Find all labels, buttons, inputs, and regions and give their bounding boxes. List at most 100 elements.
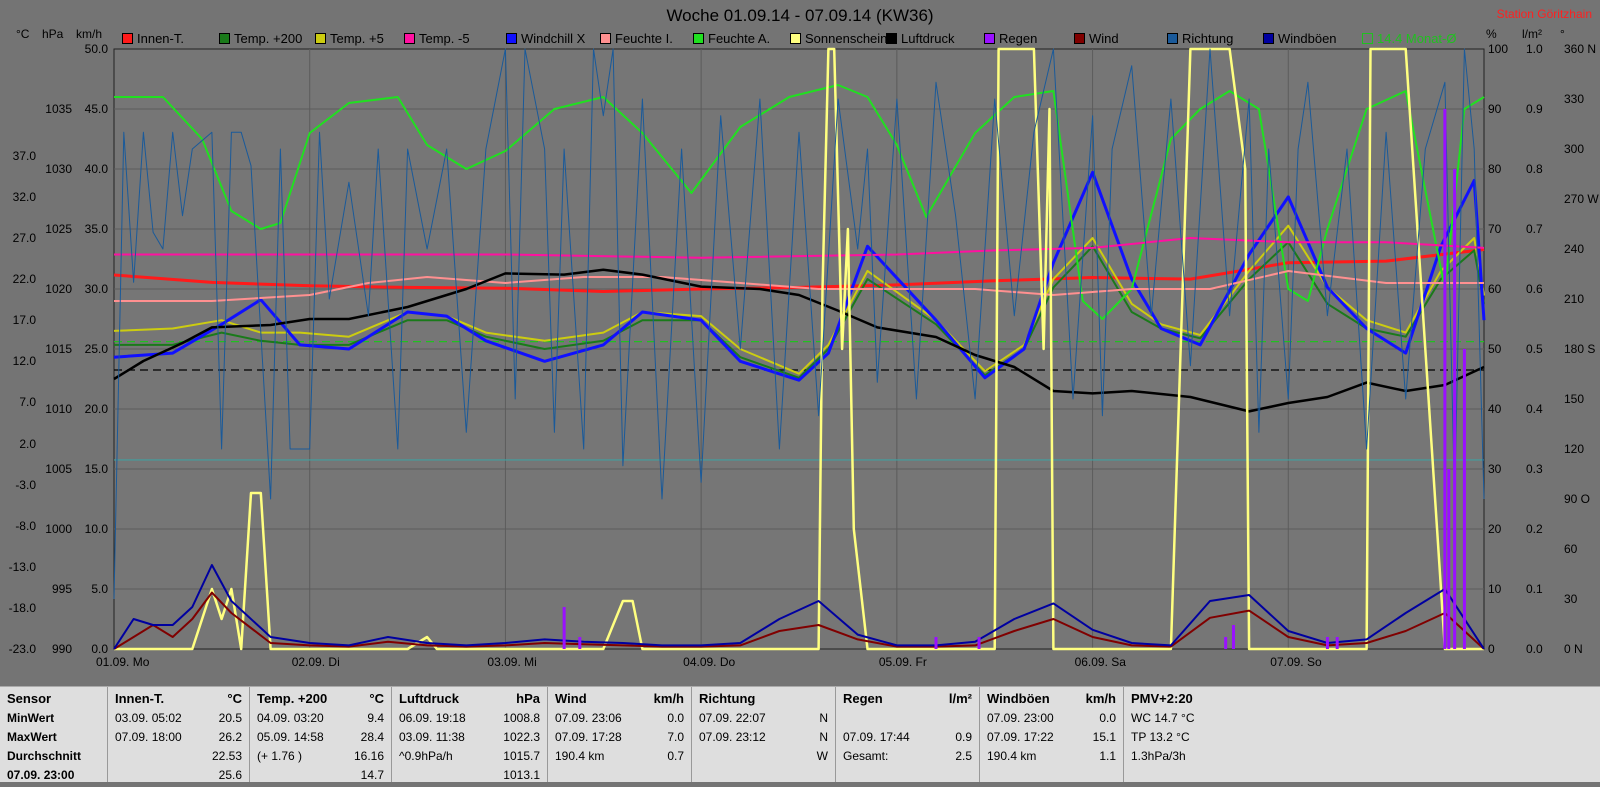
stats-table: Sensor MinWert MaxWert Durchschnitt 07.0… (0, 686, 1600, 782)
legend-label: Feuchte I. (615, 31, 673, 46)
rain-tick: 0.4 (1526, 402, 1543, 416)
percent-tick: 20 (1488, 522, 1502, 536)
series-line (113, 170, 1486, 382)
legend-item: Richtung (1167, 31, 1233, 46)
kmh-tick: 30.0 (84, 282, 108, 296)
rain-tick: 0.3 (1526, 462, 1543, 476)
stats-value: N (819, 711, 828, 725)
legend-swatch (219, 33, 230, 44)
series-line (114, 47, 1484, 651)
kmh-tick: 10.0 (84, 522, 108, 536)
kmh-tick: 5.0 (91, 582, 108, 596)
temp-tick: 7.0 (19, 395, 36, 410)
legend-label: Richtung (1182, 31, 1234, 46)
stats-header: Wind (555, 691, 587, 706)
direction-tick: 240 (1564, 242, 1585, 256)
rain-tick: 1.0 (1526, 42, 1543, 56)
reference-lines (114, 341, 1484, 461)
temp-tick: -3.0 (15, 477, 36, 492)
stats-value: W (816, 749, 828, 763)
legend-label: Temp. -5 (419, 31, 470, 46)
unit-celsius: °C (16, 27, 30, 41)
stats-cell: 190.4 km (987, 749, 1037, 763)
percent-tick: 0 (1488, 642, 1495, 656)
stats-cell: 06.09. 19:18 (399, 711, 466, 725)
temp-tick: 2.0 (19, 436, 36, 451)
legend-label: Windchill X (521, 31, 586, 46)
legend-swatch (1362, 33, 1373, 44)
rain-bar (934, 637, 938, 649)
series-line (113, 591, 1485, 650)
stats-col-windboeen: Windböen km/h 07.09. 23:00 0.0 07.09. 17:2… (980, 687, 1124, 782)
chart-title: Woche 01.09.14 - 07.09.14 (KW36) (666, 6, 934, 25)
legend-label: Feuchte A. (708, 31, 771, 46)
legend-swatch (1263, 33, 1274, 44)
temp-tick: -18.0 (8, 600, 36, 615)
pressure-tick: 1015 (45, 342, 72, 356)
legend-swatch (984, 33, 995, 44)
unit-percent: % (1486, 27, 1497, 41)
temp-tick: 17.0 (12, 313, 36, 328)
legend-item: Temp. -5 (404, 31, 470, 46)
row-label-current: 07.09. 23:00 (7, 768, 75, 782)
direction-tick: 360 N (1564, 42, 1597, 56)
percent-tick: 80 (1488, 162, 1502, 176)
unit-kmh: km/h (76, 27, 103, 41)
stats-unit: °C (369, 691, 384, 706)
stats-cell: TP 13.2 °C (1131, 730, 1190, 744)
percent-tick: 30 (1488, 462, 1502, 476)
pressure-tick: 995 (51, 582, 72, 596)
rain-bar (1443, 109, 1447, 649)
legend-swatch (404, 33, 415, 44)
unit-hpa: hPa (42, 27, 64, 41)
stats-unit: km/h (1085, 691, 1116, 706)
stats-value: 0.9 (955, 730, 972, 744)
legend-label: Windböen (1278, 31, 1337, 46)
stats-value: 9.4 (367, 711, 384, 725)
rain-tick: 0.9 (1526, 102, 1543, 116)
stats-unit: km/h (653, 691, 684, 706)
stats-cell: ^0.9hPa/h (399, 749, 453, 763)
rain-bars (562, 109, 1466, 649)
stats-value: 0.0 (667, 711, 684, 725)
rain-tick: 0.8 (1526, 162, 1543, 176)
x-tick: 04.09. Do (683, 655, 736, 669)
temp-tick: 12.0 (12, 354, 36, 369)
stats-value: 22.53 (211, 749, 242, 763)
stats-cell: 1.3hPa/3h (1131, 749, 1186, 763)
temp-tick: 32.0 (12, 189, 36, 204)
pressure-tick: 1010 (45, 402, 72, 416)
stats-col-sensor: Sensor MinWert MaxWert Durchschnitt 07.0… (0, 687, 108, 782)
direction-tick: 300 (1564, 142, 1585, 156)
stats-col-innen: Innen-T. °C 03.09. 05:02 20.5 07.09. 18:00… (108, 687, 250, 782)
legend-swatch (506, 33, 517, 44)
stats-value: 1.1 (1099, 749, 1116, 763)
stats-value: 26.2 (218, 730, 242, 744)
direction-tick: 210 (1564, 292, 1585, 306)
stats-header: Luftdruck (399, 691, 459, 706)
stats-cell: 07.09. 23:12 (699, 730, 766, 744)
stats-col-richtung: Richtung 07.09. 22:07 N 07.09. 23:12 N W (692, 687, 836, 782)
kmh-tick: 40.0 (84, 162, 108, 176)
stats-header: Innen-T. (115, 691, 165, 706)
stats-unit: l/m² (948, 691, 972, 706)
stats-col-luftdruck: Luftdruck hPa 06.09. 19:18 1008.8 03.09. 1… (392, 687, 548, 782)
legend-swatch (886, 33, 897, 44)
temp-tick: -8.0 (15, 518, 36, 533)
kmh-tick: 15.0 (84, 462, 108, 476)
stats-unit: hPa (516, 691, 540, 706)
stats-value: 20.5 (218, 711, 242, 725)
legend-swatch (1074, 33, 1085, 44)
weather-chart (113, 47, 1486, 651)
direction-tick: 150 (1564, 392, 1585, 406)
legend-swatch (693, 33, 704, 44)
direction-tick: 180 S (1564, 342, 1596, 356)
stats-value: 2.5 (955, 749, 972, 763)
pressure-tick: 1000 (45, 522, 72, 536)
pressure-tick: 1020 (45, 282, 72, 296)
station-name: Station Göritzhain (1496, 7, 1592, 21)
percent-tick: 10 (1488, 582, 1502, 596)
kmh-tick: 20.0 (84, 402, 108, 416)
series-line (113, 48, 1485, 600)
rain-tick: 0.0 (1526, 642, 1543, 656)
